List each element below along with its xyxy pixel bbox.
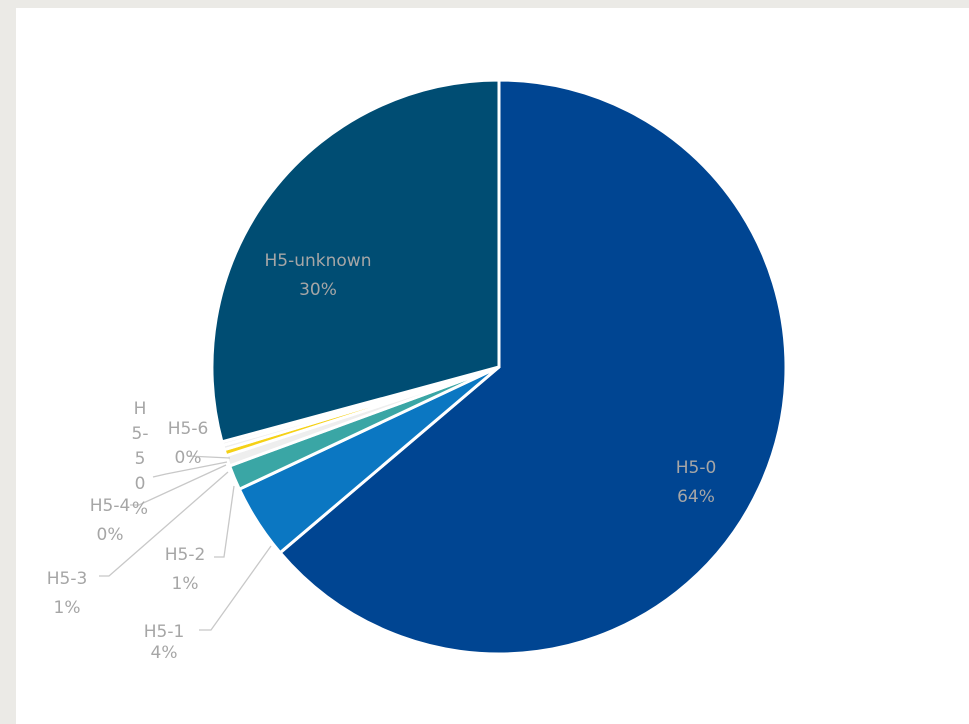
slice-label-h5-unknown-name: H5-unknown (265, 251, 372, 271)
slice-label-h5-unknown-percent: 30% (299, 280, 337, 300)
slice-label-h5-6-percent: 0% (175, 448, 202, 468)
slice-label-h5-2-name: H5-2 (165, 545, 206, 565)
slice-label-h5-5-part-0: H (134, 399, 147, 419)
leader-line-h5-2 (214, 485, 235, 558)
chart-area: H5-0 64% H5-1 4% H5-2 1% H5-3 1% H5-4 0% H 5- 5 0% H5-… (16, 8, 969, 724)
slice-label-h5-4-name: H5-4 (90, 496, 131, 516)
slice-label-h5-5-part-2: 5 (135, 449, 146, 469)
slice-labels: H5-064%H5-14%H5-21%H5-31%H5-40%H5-50%H5-… (47, 251, 717, 663)
slice-label-h5-3-percent: 1% (54, 598, 81, 618)
slice-label-h5-5-part-3: 0 (135, 474, 146, 494)
slice-label-h5-5-part-1: 5- (132, 424, 149, 444)
slice-label-h5-4-percent: 0% (97, 525, 124, 545)
leader-line-h5-1 (199, 545, 272, 631)
pie-chart: H5-064%H5-14%H5-21%H5-31%H5-40%H5-50%H5-… (47, 78, 788, 663)
slice-label-h5-2-percent: 1% (172, 574, 199, 594)
slice-label-h5-1-percent: 4% (151, 643, 178, 663)
pie-slice-h5-0 (278, 78, 788, 656)
leader-line-h5-5 (152, 461, 228, 478)
slice-label-h5-6-name: H5-6 (168, 419, 209, 439)
leader-line-h5-4 (130, 464, 227, 506)
slice-label-h5-0-percent: 64% (677, 487, 715, 507)
leader-lines (99, 455, 272, 631)
pie-slice-h5-unknown (210, 78, 501, 444)
leader-line-h5-3 (99, 471, 229, 577)
slice-label-h5-3-name: H5-3 (47, 569, 88, 589)
leader-line-h5-6 (187, 455, 231, 459)
slice-label-h5-5-part-4: % (132, 499, 148, 519)
slice-label-h5-1-name: H5-1 (144, 622, 185, 642)
slice-label-h5-0-name: H5-0 (676, 458, 717, 478)
pie-slices (210, 78, 788, 656)
